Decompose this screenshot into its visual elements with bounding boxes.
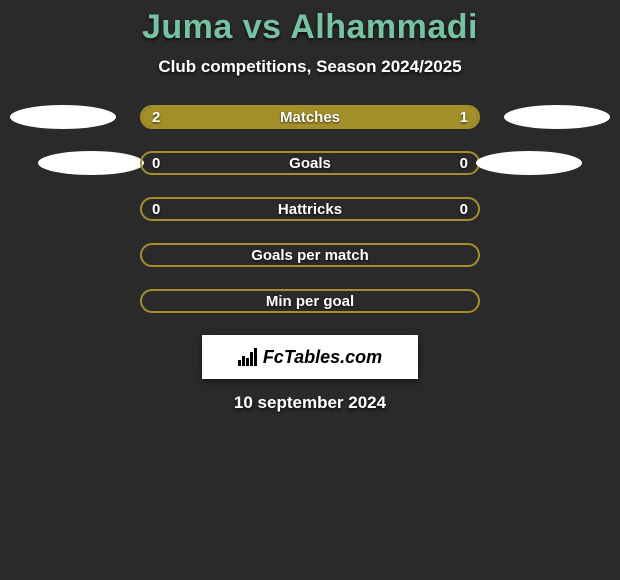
stat-row: Goals per match: [0, 243, 620, 267]
player-marker-right: [504, 105, 610, 129]
stat-row: 21Matches: [0, 105, 620, 129]
stat-label: Matches: [142, 109, 478, 126]
player-marker-right: [476, 151, 582, 175]
stat-label: Goals per match: [142, 247, 478, 264]
stat-rows: 21Matches 00Goals 00Hattricks Goals per mat…: [0, 105, 620, 313]
stat-row: Min per goal: [0, 289, 620, 313]
stat-label: Min per goal: [142, 293, 478, 310]
stat-label: Hattricks: [142, 201, 478, 218]
date-label: 10 september 2024: [0, 393, 620, 413]
stat-bar: 00Hattricks: [140, 197, 480, 221]
stat-bar: 00Goals: [140, 151, 480, 175]
badge-label: FcTables.com: [263, 347, 382, 368]
bars-chart-icon: [238, 348, 257, 366]
comparison-title: Juma vs Alhammadi: [0, 8, 620, 47]
comparison-subtitle: Club competitions, Season 2024/2025: [0, 57, 620, 77]
stat-bar: 21Matches: [140, 105, 480, 129]
stat-bar: Min per goal: [140, 289, 480, 313]
stat-label: Goals: [142, 155, 478, 172]
stat-bar: Goals per match: [140, 243, 480, 267]
stat-row: 00Hattricks: [0, 197, 620, 221]
stat-row: 00Goals: [0, 151, 620, 175]
player-marker-left: [38, 151, 144, 175]
source-badge: FcTables.com: [202, 335, 418, 379]
player-marker-left: [10, 105, 116, 129]
